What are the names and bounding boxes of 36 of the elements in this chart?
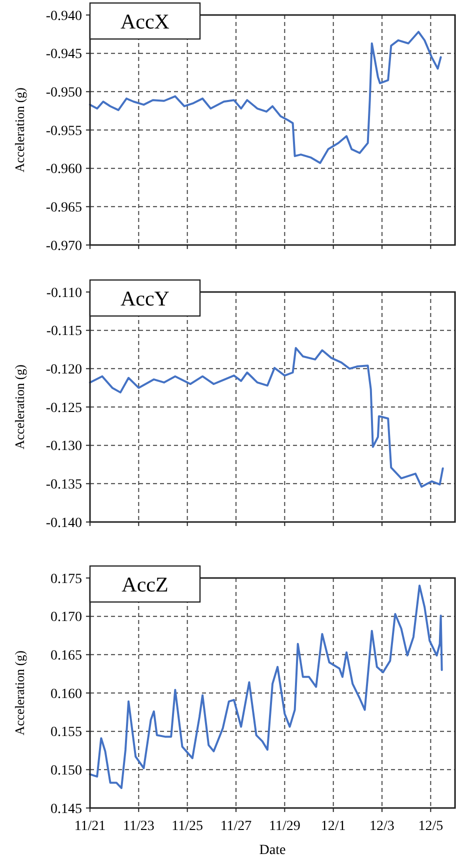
y-tick-label: 0.150 xyxy=(50,764,82,779)
y-axis-title: Acceleration (g) xyxy=(12,364,27,450)
y-tick-label: -0.130 xyxy=(46,439,82,454)
y-tick-label: -0.970 xyxy=(46,238,82,254)
y-tick-label: -0.140 xyxy=(46,516,82,531)
x-tick-label: 11/25 xyxy=(172,819,204,834)
chart-title: AccX xyxy=(120,9,170,34)
y-tick-label: 0.155 xyxy=(50,725,82,740)
y-tick-label: 0.145 xyxy=(50,802,82,817)
x-tick-label: 12/3 xyxy=(370,819,394,834)
x-tick-label: 12/1 xyxy=(320,819,346,834)
y-tick-label: 0.170 xyxy=(50,610,82,626)
y-axis-title: Acceleration (g) xyxy=(12,650,27,736)
x-axis-title: Date xyxy=(259,843,286,858)
chart-title: AccY xyxy=(120,286,170,310)
y-tick-label: -0.965 xyxy=(46,200,82,216)
x-tick-label: 11/29 xyxy=(268,819,300,834)
y-tick-label: -0.960 xyxy=(46,162,82,178)
y-tick-label: -0.950 xyxy=(46,86,82,101)
y-tick-label: -0.115 xyxy=(46,324,82,340)
chart-title: AccZ xyxy=(122,572,168,596)
x-tick-label: 11/21 xyxy=(74,819,106,834)
y-tick-label: -0.125 xyxy=(46,400,82,416)
y-tick-label: -0.955 xyxy=(46,124,82,139)
y-tick-label: -0.110 xyxy=(46,286,82,301)
y-tick-label: -0.120 xyxy=(46,362,82,378)
y-tick-label: 0.165 xyxy=(50,648,82,664)
y-tick-label: 0.175 xyxy=(50,572,82,587)
y-axis-title: Acceleration (g) xyxy=(12,88,27,172)
x-tick-label: 12/5 xyxy=(418,819,444,834)
y-tick-label: -0.135 xyxy=(46,478,82,493)
y-tick-label: 0.160 xyxy=(50,686,82,702)
x-tick-label: 11/23 xyxy=(122,819,154,834)
x-tick-label: 11/27 xyxy=(220,819,252,834)
y-tick-label: -0.940 xyxy=(46,8,82,24)
y-tick-label: -0.945 xyxy=(46,47,82,62)
